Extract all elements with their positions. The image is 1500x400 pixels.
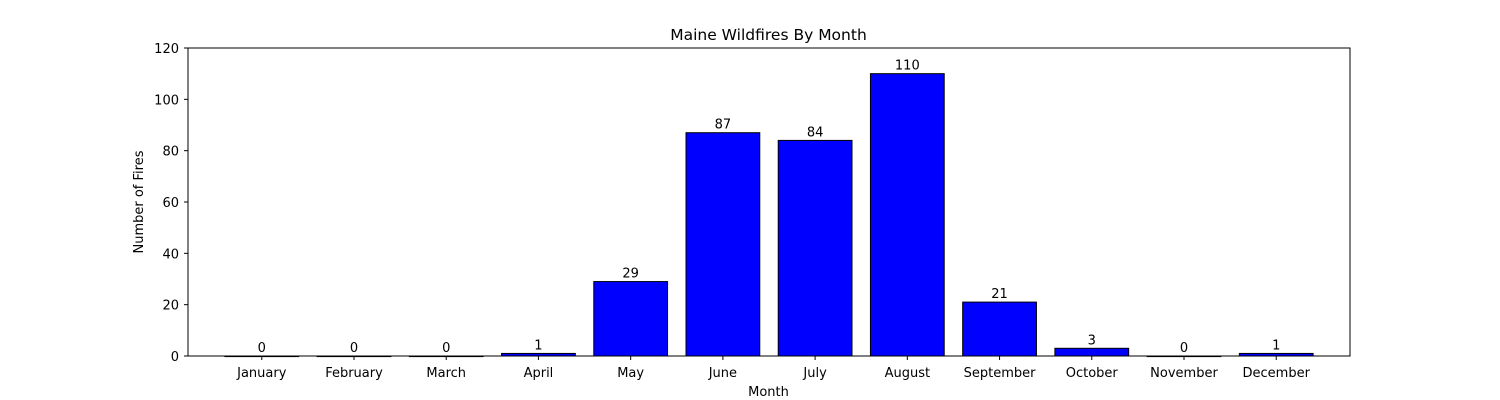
bar-august bbox=[869, 73, 945, 357]
x-tick-label-november: November bbox=[1150, 366, 1218, 381]
data-label-june: 87 bbox=[715, 118, 732, 133]
bar-june bbox=[685, 132, 761, 357]
data-label-march: 0 bbox=[442, 341, 450, 356]
x-tick-label-may: May bbox=[617, 366, 644, 381]
bar-july bbox=[777, 139, 853, 357]
data-label-august: 110 bbox=[895, 59, 920, 74]
data-label-february: 0 bbox=[350, 341, 358, 356]
y-tick-label-20: 20 bbox=[162, 299, 179, 314]
plot-frame bbox=[187, 47, 1351, 357]
x-tick-label-june: June bbox=[708, 366, 737, 381]
x-tick-label-october: October bbox=[1066, 366, 1119, 381]
x-axis: January February March April May June July Augu… bbox=[236, 356, 1311, 381]
y-tick-label-60: 60 bbox=[162, 196, 179, 211]
data-label-may: 29 bbox=[622, 267, 639, 282]
data-label-january: 0 bbox=[258, 341, 266, 356]
y-tick-label-120: 120 bbox=[154, 42, 179, 57]
data-label-april: 1 bbox=[534, 338, 542, 353]
x-tick-label-december: December bbox=[1243, 366, 1311, 381]
x-tick-label-february: February bbox=[325, 366, 383, 381]
y-axis: 0 20 40 60 80 100 120 bbox=[154, 42, 188, 365]
x-tick-label-january: January bbox=[236, 366, 287, 381]
data-labels-group: 0 0 0 1 29 87 84 110 21 3 0 1 bbox=[258, 59, 1281, 356]
bar-october bbox=[1054, 347, 1130, 357]
y-tick-label-100: 100 bbox=[154, 93, 179, 108]
data-label-november: 0 bbox=[1180, 341, 1188, 356]
bar-may bbox=[593, 281, 669, 357]
x-tick-label-august: August bbox=[885, 366, 931, 381]
data-label-december: 1 bbox=[1272, 338, 1280, 353]
y-tick-label-40: 40 bbox=[162, 247, 179, 262]
data-label-september: 21 bbox=[991, 287, 1008, 302]
y-axis-title: Number of Fires bbox=[132, 150, 147, 253]
y-tick-label-80: 80 bbox=[162, 145, 179, 160]
x-axis-title: Month bbox=[748, 385, 789, 400]
data-label-october: 3 bbox=[1088, 333, 1096, 348]
x-tick-label-march: March bbox=[426, 366, 466, 381]
x-tick-label-april: April bbox=[524, 366, 554, 381]
bar-september bbox=[962, 301, 1037, 357]
x-tick-label-september: September bbox=[964, 366, 1037, 381]
data-label-july: 84 bbox=[807, 125, 824, 140]
x-tick-label-july: July bbox=[802, 366, 827, 381]
bars-group bbox=[224, 73, 1314, 358]
chart-title: Maine Wildfires By Month bbox=[670, 26, 867, 44]
y-tick-label-0: 0 bbox=[171, 350, 179, 365]
